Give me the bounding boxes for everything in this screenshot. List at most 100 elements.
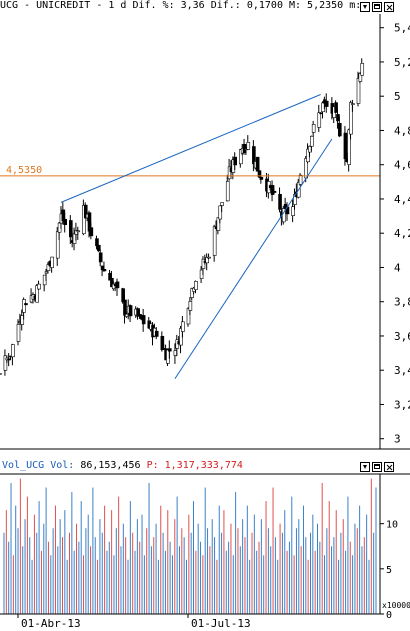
maximize-icon[interactable] bbox=[372, 2, 382, 12]
candle-body bbox=[212, 226, 217, 256]
candle-body bbox=[181, 321, 185, 332]
price-y-tick-label: 3,6 bbox=[394, 330, 410, 343]
chart-title-bar: UCG - UNICREDIT - 1 d Dif. %: 3,36 Dif.:… bbox=[0, 0, 410, 14]
candle-body bbox=[351, 103, 355, 105]
candle-body bbox=[259, 176, 264, 180]
candle-body bbox=[309, 135, 314, 147]
volume-close-icon[interactable] bbox=[384, 462, 394, 472]
candle-body bbox=[20, 315, 25, 325]
candle-body bbox=[0, 373, 2, 375]
candle-body bbox=[7, 358, 11, 361]
trendlines bbox=[60, 94, 333, 380]
candle-body bbox=[239, 149, 243, 165]
candle-body bbox=[35, 285, 39, 303]
price-y-tick-label: 3 bbox=[394, 433, 401, 446]
candle-body bbox=[207, 256, 211, 259]
candle-body bbox=[218, 205, 223, 220]
price-y-tick-label: 4,8 bbox=[394, 124, 410, 137]
volume-p-value: 1,317,333,774 bbox=[164, 460, 243, 471]
candle-body bbox=[102, 269, 107, 272]
candle-body bbox=[154, 330, 159, 337]
candle-body bbox=[349, 102, 353, 135]
candle-body bbox=[123, 299, 127, 316]
candle-body bbox=[338, 122, 342, 137]
candle-body bbox=[46, 264, 51, 271]
candle-body bbox=[216, 217, 221, 231]
volume-label: Vol_UCG bbox=[2, 460, 45, 471]
candle-body bbox=[347, 129, 351, 165]
candle-body bbox=[89, 227, 94, 237]
candle-body bbox=[205, 257, 209, 264]
volume-p-label: P: bbox=[146, 460, 159, 471]
candle-body bbox=[246, 142, 251, 150]
candle-body bbox=[3, 355, 8, 371]
price-y-tick-label: 3,8 bbox=[394, 296, 410, 309]
price-y-tick-label: 5,4 bbox=[394, 22, 410, 35]
volume-maximize-icon[interactable] bbox=[372, 462, 382, 472]
chart-title: UCG - UNICREDIT - 1 d Dif. %: 3,36 Dif.:… bbox=[0, 0, 362, 11]
price-y-tick-label: 3,4 bbox=[394, 364, 410, 377]
candle-body bbox=[225, 181, 230, 202]
price-y-tick-label: 4 bbox=[394, 261, 401, 274]
candle-body bbox=[233, 156, 238, 166]
candle-body bbox=[168, 348, 172, 352]
candle-body bbox=[272, 190, 277, 193]
candle-body bbox=[87, 212, 92, 232]
candle-body bbox=[82, 205, 86, 235]
volume-chevron-down-icon[interactable] bbox=[360, 462, 370, 472]
level-label: 4,5350 bbox=[6, 165, 42, 176]
volume-vol-label: Vol: bbox=[50, 460, 75, 471]
candle-body bbox=[63, 218, 68, 225]
volume-header: Vol_UCG Vol: 86,153,456 P: 1,317,333,774 bbox=[2, 460, 243, 472]
chevron-down-icon[interactable] bbox=[360, 2, 370, 12]
candle-body bbox=[55, 231, 60, 259]
candle-body bbox=[37, 283, 41, 290]
candle-body bbox=[22, 299, 26, 313]
candle-body bbox=[194, 281, 198, 290]
candle-body bbox=[356, 78, 361, 104]
volume-vol-value: 86,153,456 bbox=[80, 460, 141, 471]
price-y-tick-label: 5 bbox=[394, 90, 401, 103]
candle-body bbox=[358, 73, 363, 82]
price-y-axis: 3 3,2 3,4 3,6 3,8 4 4,2 4,4 4,6 4,8 5 5,2 5,4 bbox=[380, 22, 410, 446]
candle-body bbox=[252, 146, 256, 165]
candle-body bbox=[291, 206, 295, 216]
price-y-tick-label: 4,6 bbox=[394, 159, 410, 172]
candle-body bbox=[24, 303, 28, 306]
candle-body bbox=[115, 281, 120, 289]
price-y-tick-label: 4,2 bbox=[394, 227, 410, 240]
candle-body bbox=[334, 102, 338, 113]
price-y-tick-label: 4,4 bbox=[394, 193, 410, 206]
candle-body bbox=[278, 193, 282, 210]
trendline bbox=[60, 94, 321, 203]
candle-body bbox=[343, 132, 348, 160]
candle-body bbox=[255, 156, 260, 172]
candle-body bbox=[97, 244, 101, 251]
candle-body bbox=[76, 230, 81, 233]
close-icon[interactable] bbox=[384, 2, 394, 12]
candle-body bbox=[186, 308, 191, 325]
trendline bbox=[174, 138, 333, 380]
candle-body bbox=[220, 202, 224, 206]
candle-body bbox=[141, 315, 146, 325]
candle-body bbox=[16, 324, 21, 342]
price-y-tick-label: 3,2 bbox=[394, 398, 410, 411]
candle-body bbox=[50, 256, 54, 268]
candle-body bbox=[11, 344, 15, 358]
candle-body bbox=[298, 174, 303, 185]
candle-body bbox=[324, 100, 329, 107]
candle-body bbox=[83, 204, 88, 219]
candle-body bbox=[257, 170, 262, 178]
volume-unit: x10000 bbox=[382, 601, 410, 610]
price-y-tick-label: 5,2 bbox=[394, 56, 410, 69]
price-candles bbox=[0, 58, 365, 376]
candle-body bbox=[317, 112, 322, 128]
candle-body bbox=[311, 124, 316, 133]
candle-body bbox=[98, 252, 103, 263]
candle-body bbox=[293, 194, 297, 205]
candle-body bbox=[188, 301, 193, 311]
candle-body bbox=[360, 63, 365, 76]
candle-body bbox=[160, 335, 165, 351]
candle-body bbox=[128, 305, 133, 317]
